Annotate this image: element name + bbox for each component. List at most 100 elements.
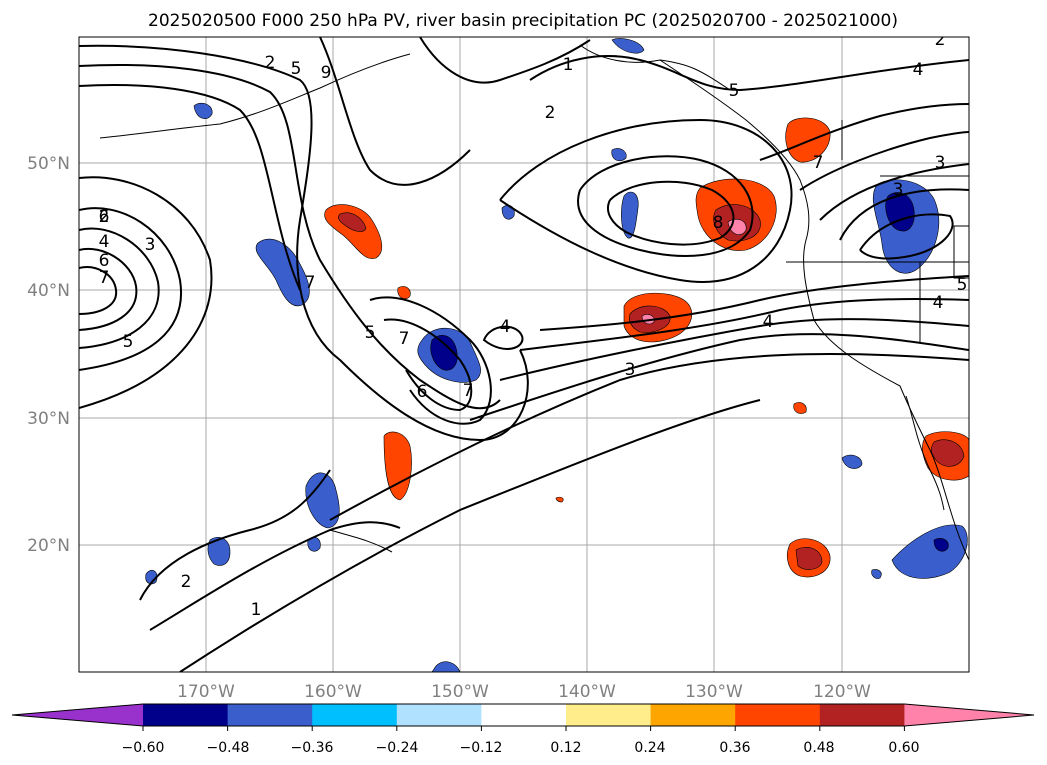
colorbar-tick-label: −0.12 bbox=[460, 740, 503, 756]
pc-region bbox=[785, 117, 831, 163]
pc-region bbox=[795, 547, 823, 570]
pv-contour-label: 6 bbox=[99, 207, 110, 227]
pv-contour-label: 7 bbox=[99, 268, 110, 288]
pv-contour bbox=[469, 333, 969, 421]
colorbar-segment bbox=[735, 704, 821, 726]
colorbar-extend-min bbox=[12, 704, 143, 726]
precipitation-pc-shading bbox=[145, 38, 969, 672]
pv-contour bbox=[79, 176, 213, 409]
pv-contour-label: 1 bbox=[563, 55, 574, 75]
lon-label: 150°W bbox=[431, 682, 489, 702]
pc-region bbox=[193, 102, 213, 119]
pv-contour bbox=[79, 64, 501, 410]
pv-contour bbox=[79, 207, 183, 371]
pv-contour-label: 2 bbox=[935, 30, 946, 50]
pc-region bbox=[555, 496, 564, 503]
pv-contour-label: 4 bbox=[933, 293, 944, 313]
pv-contour bbox=[519, 298, 969, 351]
pc-region bbox=[891, 524, 968, 579]
pc-region bbox=[430, 335, 458, 371]
pv-contour bbox=[577, 155, 754, 257]
pv-contour bbox=[419, 37, 591, 84]
lon-label: 170°W bbox=[177, 682, 235, 702]
pv-contours bbox=[79, 37, 969, 672]
colorbar-tick-label: −0.48 bbox=[207, 740, 250, 756]
pc-region bbox=[255, 238, 310, 307]
colorbar-segment bbox=[566, 704, 652, 726]
pv-contour-label: 7 bbox=[305, 273, 316, 293]
colorbar-tick-label: 0.60 bbox=[888, 740, 919, 756]
pv-contour-label: 8 bbox=[713, 213, 724, 233]
pc-region bbox=[611, 38, 645, 54]
pv-contour-label: 2 bbox=[181, 572, 192, 592]
pc-region bbox=[611, 148, 627, 162]
pv-contour bbox=[499, 318, 969, 381]
pv-contour bbox=[499, 118, 793, 283]
pv-contour bbox=[79, 266, 118, 315]
pv-contour-label: 3 bbox=[935, 153, 946, 173]
pv-contour-label: 4 bbox=[500, 317, 511, 337]
lat-label: 20°N bbox=[27, 536, 70, 556]
pc-region bbox=[621, 191, 639, 239]
pv-contour bbox=[529, 55, 969, 92]
pc-region bbox=[841, 454, 863, 469]
pc-region bbox=[383, 431, 412, 501]
latitude-labels: 50°N 40°N 30°N 20°N bbox=[27, 154, 70, 556]
pc-region bbox=[871, 569, 882, 579]
pv-contour-label: 4 bbox=[913, 60, 924, 80]
pv-contour bbox=[383, 318, 473, 412]
pv-contour bbox=[329, 353, 969, 521]
colorbar-segment bbox=[143, 704, 229, 726]
pv-contour bbox=[799, 131, 969, 191]
pc-region bbox=[305, 472, 340, 529]
pc-region bbox=[793, 402, 807, 414]
colorbar-segment bbox=[312, 704, 398, 726]
pv-contour-label: 4 bbox=[99, 232, 110, 252]
pv-contour bbox=[179, 399, 761, 672]
pv-contour-label: 7 bbox=[399, 329, 410, 349]
pv-contour bbox=[319, 37, 471, 186]
pv-contour-label: 2 bbox=[545, 103, 556, 123]
lat-label: 50°N bbox=[27, 154, 70, 174]
pv-contour bbox=[839, 188, 969, 241]
lon-label: 130°W bbox=[685, 682, 743, 702]
coastline-north-america bbox=[659, 59, 969, 561]
colorbar-tick-label: 0.48 bbox=[803, 740, 834, 756]
pv-contour bbox=[369, 296, 492, 425]
colorbar-extend-max bbox=[904, 704, 1034, 726]
pc-region bbox=[338, 212, 367, 232]
colorbar-segments bbox=[11, 703, 1035, 731]
pv-contour bbox=[859, 213, 954, 260]
lat-label: 30°N bbox=[27, 409, 70, 429]
pv-contour-label: 4 bbox=[763, 312, 774, 332]
pv-contour bbox=[149, 521, 401, 631]
pc-region bbox=[397, 286, 411, 300]
pv-contour-label: 2 bbox=[265, 53, 276, 73]
pv-contour bbox=[79, 227, 160, 349]
colorbar-segment bbox=[650, 704, 736, 726]
colorbar-tick-label: −0.36 bbox=[291, 740, 334, 756]
colorbar-segment bbox=[227, 704, 313, 726]
pc-region bbox=[930, 439, 965, 467]
pv-contour-label: 7 bbox=[813, 153, 824, 173]
colorbar-ticks: −0.60 −0.48 −0.36 −0.24 −0.12 0.12 0.24 … bbox=[122, 740, 920, 756]
colorbar-tick-label: 0.36 bbox=[719, 740, 750, 756]
map-panel: 2 5 9 6 1 2 5 4 2 3 2 4 6 7 5 3 7 7 8 7 bbox=[78, 30, 970, 673]
pv-contour bbox=[539, 275, 969, 331]
pv-contour-label: 7 bbox=[463, 381, 474, 401]
colorbar-tick-label: −0.24 bbox=[376, 740, 419, 756]
pv-contour-label: 2 bbox=[99, 207, 110, 227]
pv-contour bbox=[482, 325, 524, 350]
lon-label: 160°W bbox=[304, 682, 362, 702]
pv-contour-label: 3 bbox=[893, 180, 904, 200]
pv-contour-label: 5 bbox=[729, 81, 740, 101]
colorbar-tick-label: 0.12 bbox=[550, 740, 581, 756]
colorbar-tick-label: 0.24 bbox=[634, 740, 665, 756]
pv-contour bbox=[759, 103, 969, 161]
colorbar-segment bbox=[396, 704, 482, 726]
map-frame bbox=[78, 36, 970, 673]
pv-contour-label: 3 bbox=[145, 235, 156, 255]
pv-contour bbox=[79, 247, 138, 331]
colorbar-tick-label: −0.60 bbox=[122, 740, 165, 756]
